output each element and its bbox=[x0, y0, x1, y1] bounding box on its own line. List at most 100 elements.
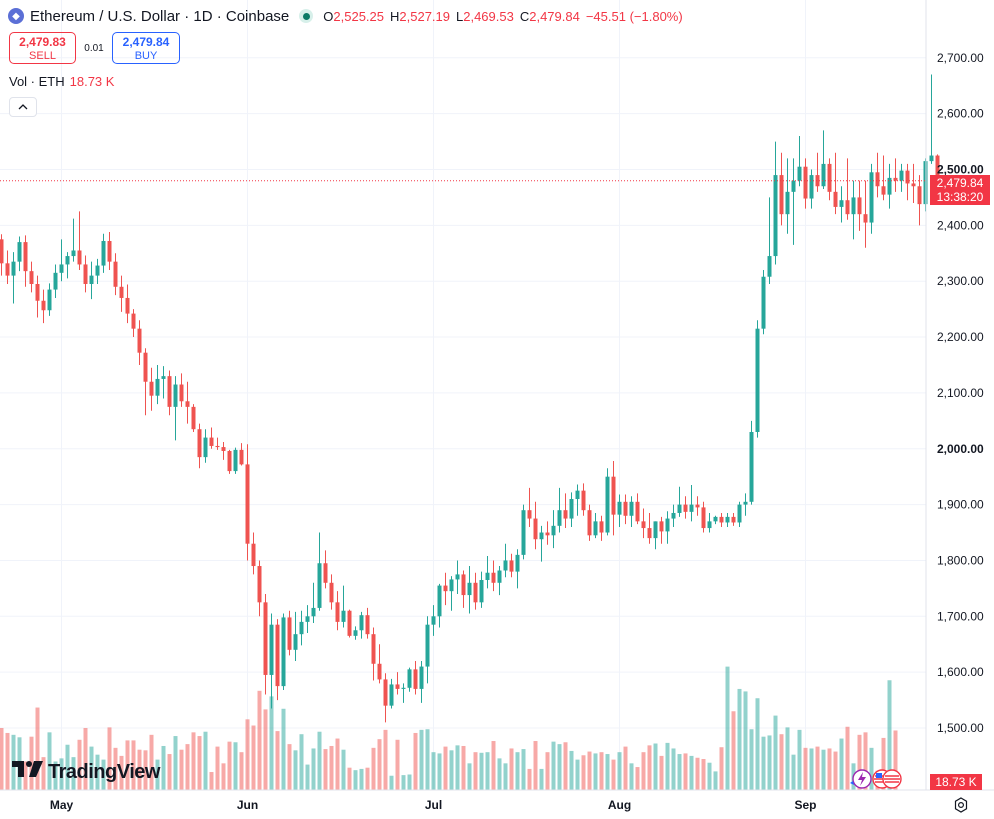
volume-bar bbox=[563, 742, 568, 790]
price-tick-label: 1,600.00 bbox=[937, 665, 984, 679]
candle bbox=[131, 309, 136, 338]
price-tick-label: 1,700.00 bbox=[937, 609, 984, 623]
candle bbox=[203, 429, 208, 463]
candle bbox=[455, 560, 460, 594]
candle bbox=[137, 320, 142, 365]
buy-button[interactable]: 2,479.84 BUY bbox=[112, 32, 180, 64]
market-status-icon[interactable] bbox=[299, 9, 314, 23]
candle bbox=[533, 501, 538, 550]
open-value: 2,525.25 bbox=[333, 8, 384, 24]
candle bbox=[35, 275, 40, 318]
lightning-event-icon[interactable] bbox=[852, 769, 872, 789]
volume-bar bbox=[251, 725, 256, 790]
candle bbox=[191, 404, 196, 432]
candle bbox=[647, 512, 652, 544]
candle bbox=[815, 152, 820, 192]
candle bbox=[41, 289, 46, 324]
candle bbox=[479, 571, 484, 608]
price-tick-label: 2,100.00 bbox=[937, 386, 984, 400]
volume-bar bbox=[707, 762, 712, 790]
volume-bar bbox=[749, 729, 754, 790]
volume-bar bbox=[659, 755, 664, 790]
candle bbox=[665, 511, 670, 544]
volume-bar bbox=[419, 729, 424, 790]
volume-bar bbox=[425, 729, 430, 790]
volume-bar bbox=[155, 759, 160, 790]
volume-bar bbox=[53, 761, 58, 790]
events-icons[interactable] bbox=[850, 768, 902, 790]
candle bbox=[629, 496, 634, 527]
volume-bar bbox=[689, 755, 694, 790]
volume-bar bbox=[461, 745, 466, 790]
time-scale: May Jun Jul Aug Sep bbox=[50, 798, 817, 812]
close-value: 2,479.84 bbox=[529, 8, 580, 24]
low-value: 2,469.53 bbox=[463, 8, 514, 24]
candle bbox=[257, 560, 262, 617]
volume-bar bbox=[587, 751, 592, 790]
candle bbox=[161, 366, 166, 399]
volume-bar bbox=[365, 767, 370, 790]
volume-bar bbox=[503, 763, 508, 790]
volume-legend[interactable]: Vol · ETH 18.73 K bbox=[9, 74, 114, 89]
volume-bar bbox=[575, 759, 580, 790]
volume-bar bbox=[839, 738, 844, 790]
volume-bar bbox=[233, 742, 238, 790]
volume-bar bbox=[581, 755, 586, 790]
volume-bar bbox=[167, 754, 172, 790]
settings-gear-icon[interactable] bbox=[953, 797, 969, 813]
us-flag-event-icon-2[interactable] bbox=[882, 769, 902, 789]
candle bbox=[419, 660, 424, 703]
collapse-legend-button[interactable] bbox=[9, 97, 37, 117]
tradingview-logo[interactable]: TradingView bbox=[12, 759, 160, 785]
candle bbox=[83, 255, 88, 293]
candle bbox=[905, 163, 910, 201]
volume-bar bbox=[599, 752, 604, 790]
grid bbox=[0, 0, 926, 790]
candle bbox=[671, 504, 676, 527]
candle bbox=[803, 158, 808, 209]
sell-button[interactable]: 2,479.83 SELL bbox=[9, 32, 76, 64]
candle bbox=[575, 484, 580, 516]
volume-bar bbox=[527, 768, 532, 790]
volume-bar bbox=[221, 763, 226, 790]
time-tick-label: May bbox=[50, 798, 74, 812]
volume-bar bbox=[809, 748, 814, 790]
candle bbox=[635, 493, 640, 525]
symbol-title[interactable]: Ethereum / U.S. Dollar · 1D · Coinbase bbox=[30, 7, 290, 25]
candle bbox=[401, 683, 406, 703]
candle bbox=[221, 442, 226, 460]
volume-bar bbox=[665, 742, 670, 790]
volume-bar bbox=[545, 752, 550, 790]
volume-bar bbox=[845, 726, 850, 790]
candle bbox=[875, 152, 880, 198]
volume-bar bbox=[149, 734, 154, 790]
sparkle-icon bbox=[850, 781, 854, 785]
volume-bar bbox=[101, 759, 106, 790]
volume-bar bbox=[887, 680, 892, 790]
price-tick-label: 2,600.00 bbox=[937, 107, 984, 121]
volume-bar bbox=[791, 754, 796, 790]
candle bbox=[383, 673, 388, 723]
price-tick-label: 2,200.00 bbox=[937, 330, 984, 344]
volume-legend-value: 18.73 K bbox=[69, 74, 115, 89]
brand-name: TradingView bbox=[48, 760, 160, 783]
candle bbox=[299, 610, 304, 646]
time-tick-label: Jul bbox=[425, 798, 442, 812]
candle bbox=[491, 560, 496, 592]
candle bbox=[581, 483, 586, 516]
volume-legend-label: Vol · ETH bbox=[9, 74, 65, 89]
volume-bar bbox=[605, 754, 610, 790]
buy-label: BUY bbox=[134, 50, 158, 62]
candle bbox=[761, 270, 766, 335]
volume-bar bbox=[701, 759, 706, 790]
candle bbox=[197, 423, 202, 469]
candle bbox=[263, 593, 268, 695]
candle bbox=[185, 381, 190, 424]
candle bbox=[509, 553, 514, 578]
time-tick-label: Aug bbox=[608, 798, 631, 812]
volume-bar bbox=[629, 763, 634, 790]
candle bbox=[515, 549, 520, 589]
volume-bar bbox=[869, 747, 874, 790]
candle bbox=[599, 515, 604, 541]
